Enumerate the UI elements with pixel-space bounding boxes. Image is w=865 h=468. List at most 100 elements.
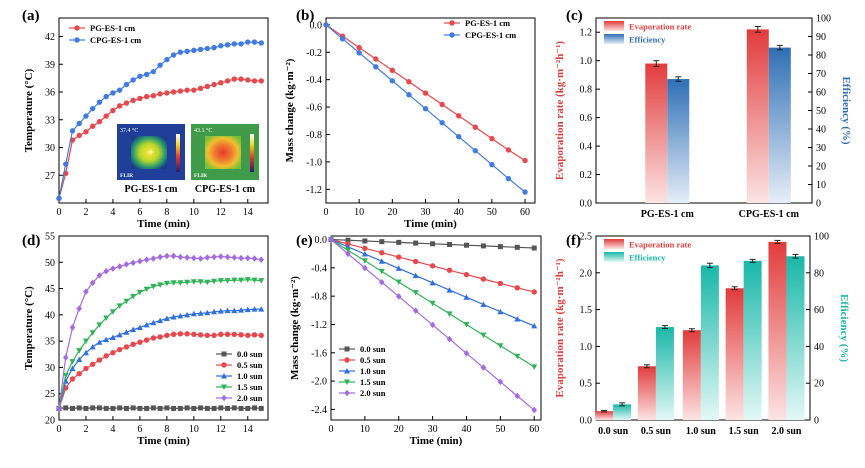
legend-label: 0.0 sun — [237, 349, 263, 359]
data-point — [224, 42, 231, 48]
data-point — [198, 405, 204, 411]
y-tick-label: -0.4 — [311, 263, 327, 274]
data-point — [231, 254, 238, 261]
data-point — [76, 120, 82, 127]
data-point — [379, 278, 385, 286]
data-point — [389, 78, 396, 84]
x-tick-label: 8 — [164, 207, 169, 218]
x-tick-label: 14 — [243, 424, 253, 435]
data-point — [238, 254, 244, 262]
bar — [746, 29, 769, 204]
data-point — [123, 298, 130, 305]
x-tick-label: 0 — [324, 207, 329, 218]
thermal-hotspot — [205, 136, 241, 169]
data-point — [56, 405, 62, 412]
y2-axis-title: Efficiency (%) — [838, 294, 850, 362]
data-point — [170, 52, 177, 58]
data-point — [522, 157, 528, 164]
data-point — [90, 361, 96, 367]
data-point — [62, 372, 69, 379]
panel-label: (c) — [566, 8, 583, 24]
legend-swatch — [604, 21, 624, 31]
data-point — [463, 242, 469, 248]
y-tick-label: 25 — [45, 389, 55, 400]
data-point — [103, 93, 109, 100]
y-tick-label: -0.8 — [311, 292, 327, 303]
thermal-image-1: 37.4 °C FLIR PG-ES-1 cm — [117, 124, 185, 195]
data-point — [463, 271, 470, 278]
data-point — [82, 338, 89, 345]
data-point — [345, 237, 351, 243]
data-point — [116, 331, 123, 338]
legend-marker — [74, 37, 80, 43]
legend-marker — [344, 346, 350, 352]
y2-tick-label: 90 — [816, 32, 826, 43]
data-point — [446, 335, 453, 343]
x-tick-label: 30 — [421, 207, 431, 218]
data-point — [244, 306, 251, 313]
bar — [655, 327, 674, 420]
data-point — [116, 303, 123, 309]
y-axis-title: Temperature (°C) — [23, 286, 35, 370]
data-point — [412, 290, 419, 296]
data-point — [252, 405, 258, 411]
data-point — [116, 346, 123, 353]
series-line — [58, 278, 262, 409]
data-point — [163, 315, 170, 322]
data-point — [90, 105, 96, 112]
data-point — [76, 305, 83, 312]
data-point — [150, 335, 157, 341]
data-point — [83, 113, 89, 119]
data-point — [83, 405, 89, 411]
data-point — [130, 405, 136, 411]
panel-label: (f) — [566, 233, 581, 249]
data-point — [137, 95, 143, 102]
x-tick-label: 40 — [461, 424, 471, 435]
data-point — [379, 250, 385, 256]
x-tick-label: 0 — [57, 207, 62, 218]
data-point — [164, 332, 170, 339]
data-point — [489, 161, 495, 168]
data-point — [110, 405, 116, 411]
data-point — [231, 76, 237, 82]
data-point — [231, 277, 238, 284]
data-point — [204, 279, 211, 286]
y2-tick-label: 100 — [816, 14, 831, 25]
data-point — [76, 132, 82, 139]
data-point — [446, 311, 453, 317]
plot-frame — [58, 235, 269, 421]
x-tick-label: 0 — [329, 424, 334, 435]
y2-tick-label: 60 — [814, 305, 824, 316]
data-point — [356, 44, 362, 51]
data-point — [143, 286, 150, 293]
data-point — [217, 308, 224, 314]
data-point — [356, 50, 362, 56]
data-point — [89, 330, 96, 336]
thermal-image-2: 43.1 °C FLIR CPG-ES-1 cm — [191, 124, 259, 195]
data-point — [83, 365, 89, 372]
data-point — [463, 294, 470, 300]
data-point — [497, 244, 503, 250]
data-point — [362, 264, 368, 272]
data-point — [177, 405, 183, 411]
data-point — [143, 321, 150, 328]
data-point — [422, 106, 429, 112]
data-point — [123, 329, 130, 335]
data-point — [197, 46, 204, 53]
data-point — [211, 405, 217, 411]
legend-label: PG-ES-1 cm — [90, 23, 135, 33]
data-point — [157, 317, 164, 324]
legend-label: 1.5 sun — [237, 382, 263, 392]
y-tick-label: -0.6 — [306, 103, 322, 114]
inset-caption: PG-ES-1 cm — [124, 184, 178, 195]
bar — [667, 79, 690, 203]
data-point — [143, 71, 150, 78]
x-axis-title: Time (min) — [404, 218, 457, 230]
legend-label: 1.0 sun — [237, 371, 263, 381]
data-point — [429, 321, 436, 329]
bar — [682, 330, 701, 420]
data-point — [258, 306, 265, 312]
data-point — [361, 258, 368, 264]
data-point — [258, 332, 264, 339]
temperature-readout: 43.1 °C — [194, 127, 212, 134]
